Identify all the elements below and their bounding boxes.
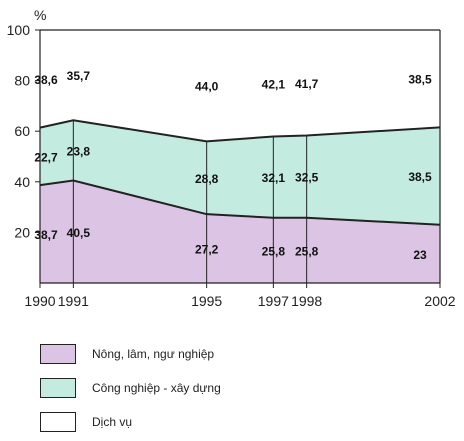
x-tick-label-1990: 1990 bbox=[24, 293, 55, 309]
data-label-services-1995: 44,0 bbox=[195, 80, 219, 94]
data-label-industry-1998: 32,5 bbox=[295, 171, 319, 185]
data-label-services-2002: 38,5 bbox=[408, 73, 432, 87]
legend-item-services: Dịch vụ bbox=[40, 411, 132, 433]
legend-item-agriculture: Nông, lâm, ngư nghiệp bbox=[40, 343, 214, 365]
x-tick-label-1997: 1997 bbox=[258, 293, 289, 309]
x-tick-label-1995: 1995 bbox=[191, 293, 222, 309]
x-tick-label-1991: 1991 bbox=[58, 293, 89, 309]
area-layers bbox=[39, 119, 441, 283]
y-tick-label-20: 20 bbox=[14, 224, 30, 240]
data-label-agriculture-1995: 27,2 bbox=[195, 243, 219, 257]
data-labels: 38,7 40,5 27,2 25,8 25,8 23 22,7 23,8 28,8 32,1 32… bbox=[34, 69, 432, 262]
legend-label-agriculture: Nông, lâm, ngư nghiệp bbox=[92, 347, 215, 361]
data-label-services-1991: 35,7 bbox=[67, 69, 91, 83]
data-label-agriculture-1997: 25,8 bbox=[262, 244, 286, 258]
data-label-services-1990: 38,6 bbox=[34, 73, 58, 87]
x-tick-label-2002: 2002 bbox=[424, 293, 455, 309]
data-label-industry-1990: 22,7 bbox=[34, 150, 58, 164]
data-label-services-1997: 42,1 bbox=[262, 77, 286, 91]
x-tick-label-1998: 1998 bbox=[291, 293, 322, 309]
tick-labels: 20 40 60 80 100% 1990 1991 1995 1997 1998 2002 bbox=[7, 7, 456, 309]
data-label-services-1998: 41,7 bbox=[295, 77, 319, 91]
area-industry bbox=[40, 120, 440, 225]
data-label-agriculture-1998: 25,8 bbox=[295, 244, 319, 258]
data-label-industry-1997: 32,1 bbox=[262, 171, 286, 185]
legend-swatch-services bbox=[40, 412, 76, 432]
data-label-industry-1995: 28,8 bbox=[195, 172, 219, 186]
stacked-area-chart: 20 40 60 80 100% 1990 1991 1995 1997 1998 2002 38,… bbox=[7, 7, 456, 309]
line-agriculture-top bbox=[39, 179, 441, 226]
y-tick-label-100: 100 bbox=[7, 22, 31, 38]
y-tick-label-80: 80 bbox=[14, 73, 30, 89]
data-label-industry-1991: 23,8 bbox=[67, 144, 91, 158]
y-tick-label-40: 40 bbox=[14, 174, 30, 190]
legend-item-industry: Công nghiệp - xây dựng bbox=[40, 377, 221, 399]
line-industry-top bbox=[39, 119, 441, 143]
area-agriculture bbox=[40, 180, 440, 283]
legend-label-services: Dịch vụ bbox=[92, 415, 133, 429]
axes bbox=[35, 29, 441, 288]
data-label-agriculture-1990: 38,7 bbox=[34, 228, 58, 242]
y-tick-label-60: 60 bbox=[14, 123, 30, 139]
data-label-agriculture-2002: 23 bbox=[413, 248, 427, 262]
legend-swatch-industry bbox=[40, 378, 76, 398]
y-axis-unit: % bbox=[34, 7, 46, 23]
data-label-agriculture-1991: 40,5 bbox=[67, 226, 91, 240]
legend-label-industry: Công nghiệp - xây dựng bbox=[92, 381, 221, 395]
legend-swatch-agriculture bbox=[40, 344, 76, 364]
data-label-industry-2002: 38,5 bbox=[408, 170, 432, 184]
